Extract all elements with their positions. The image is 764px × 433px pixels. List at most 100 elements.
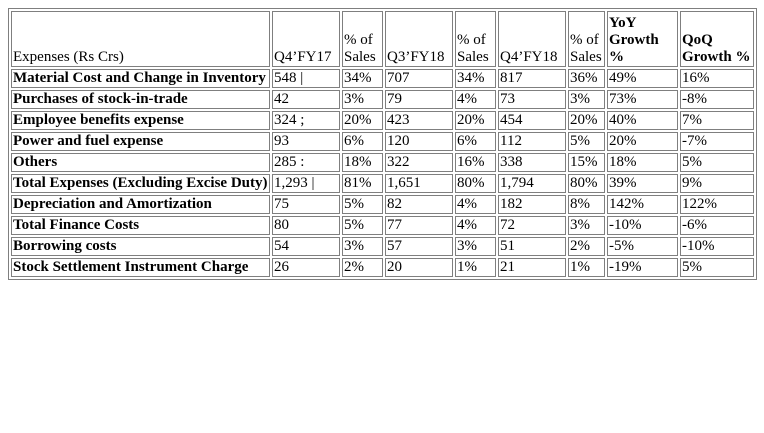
cell-pct-q3fy18: 4% [455,216,496,235]
table-row: Purchases of stock-in-trade 42 3% 79 4% … [11,90,754,109]
cell-pct-q4fy17: 6% [342,132,383,151]
cell-q4fy18: 51 [498,237,566,256]
header-q4fy18: Q4’FY18 [498,11,566,67]
cell-pct-q4fy18: 3% [568,90,605,109]
expenses-table: Expenses (Rs Crs) Q4’FY17 % of Sales Q3’… [8,8,757,280]
cell-pct-q4fy18: 1% [568,258,605,277]
cell-yoy: -5% [607,237,678,256]
cell-yoy: 142% [607,195,678,214]
cell-yoy: 18% [607,153,678,172]
cell-yoy: -10% [607,216,678,235]
table-row: Others 285 : 18% 322 16% 338 15% 18% 5% [11,153,754,172]
header-q3fy18: Q3’FY18 [385,11,453,67]
header-pct-sales-q4fy17: % of Sales [342,11,383,67]
cell-q4fy17: 1,293 | [272,174,340,193]
cell-q3fy18: 82 [385,195,453,214]
cell-qoq: 9% [680,174,754,193]
cell-q4fy17: 42 [272,90,340,109]
cell-pct-q4fy18: 80% [568,174,605,193]
cell-pct-q3fy18: 4% [455,195,496,214]
cell-q4fy17: 75 [272,195,340,214]
cell-pct-q3fy18: 34% [455,69,496,88]
cell-pct-q4fy18: 5% [568,132,605,151]
cell-q4fy18: 817 [498,69,566,88]
cell-q3fy18: 423 [385,111,453,130]
cell-pct-q3fy18: 4% [455,90,496,109]
table-row: Depreciation and Amortization 75 5% 82 4… [11,195,754,214]
cell-q3fy18: 120 [385,132,453,151]
cell-qoq: -10% [680,237,754,256]
cell-yoy: 40% [607,111,678,130]
row-label: Total Expenses (Excluding Excise Duty) [11,174,270,193]
row-label: Total Finance Costs [11,216,270,235]
cell-pct-q4fy17: 5% [342,195,383,214]
row-label: Depreciation and Amortization [11,195,270,214]
cell-q4fy18: 73 [498,90,566,109]
cell-pct-q3fy18: 16% [455,153,496,172]
cell-pct-q4fy17: 3% [342,237,383,256]
cell-qoq: 5% [680,258,754,277]
cell-q4fy17: 26 [272,258,340,277]
cell-pct-q4fy17: 81% [342,174,383,193]
cell-qoq: -8% [680,90,754,109]
cell-pct-q4fy17: 3% [342,90,383,109]
table-row: Total Expenses (Excluding Excise Duty) 1… [11,174,754,193]
table-row: Power and fuel expense 93 6% 120 6% 112 … [11,132,754,151]
cell-q4fy17: 324 ; [272,111,340,130]
cell-q4fy18: 182 [498,195,566,214]
header-row: Expenses (Rs Crs) Q4’FY17 % of Sales Q3’… [11,11,754,67]
cell-q3fy18: 322 [385,153,453,172]
cell-q4fy17: 285 : [272,153,340,172]
cell-q4fy18: 454 [498,111,566,130]
header-q4fy17: Q4’FY17 [272,11,340,67]
table-row: Stock Settlement Instrument Charge 26 2%… [11,258,754,277]
cell-pct-q4fy17: 18% [342,153,383,172]
cell-q4fy18: 338 [498,153,566,172]
cell-q3fy18: 57 [385,237,453,256]
row-label: Power and fuel expense [11,132,270,151]
cell-q3fy18: 20 [385,258,453,277]
cell-pct-q3fy18: 1% [455,258,496,277]
cell-q3fy18: 1,651 [385,174,453,193]
cell-yoy: 73% [607,90,678,109]
table-row: Borrowing costs 54 3% 57 3% 51 2% -5% -1… [11,237,754,256]
cell-q4fy18: 112 [498,132,566,151]
cell-yoy: 49% [607,69,678,88]
cell-qoq: -6% [680,216,754,235]
cell-q4fy18: 1,794 [498,174,566,193]
cell-pct-q4fy18: 2% [568,237,605,256]
header-yoy-growth: YoY Growth % [607,11,678,67]
cell-q4fy17: 93 [272,132,340,151]
table-row: Total Finance Costs 80 5% 77 4% 72 3% -1… [11,216,754,235]
cell-qoq: 5% [680,153,754,172]
table-row: Material Cost and Change in Inventory 54… [11,69,754,88]
cell-pct-q3fy18: 20% [455,111,496,130]
cell-pct-q4fy18: 15% [568,153,605,172]
row-label: Material Cost and Change in Inventory [11,69,270,88]
cell-q4fy18: 72 [498,216,566,235]
cell-pct-q4fy17: 20% [342,111,383,130]
header-pct-sales-q4fy18: % of Sales [568,11,605,67]
cell-pct-q4fy17: 5% [342,216,383,235]
header-expenses: Expenses (Rs Crs) [11,11,270,67]
cell-pct-q4fy18: 8% [568,195,605,214]
header-pct-sales-q3fy18: % of Sales [455,11,496,67]
row-label: Employee benefits expense [11,111,270,130]
cell-yoy: 39% [607,174,678,193]
cell-pct-q3fy18: 6% [455,132,496,151]
cell-yoy: -19% [607,258,678,277]
cell-pct-q4fy18: 36% [568,69,605,88]
cell-pct-q4fy18: 3% [568,216,605,235]
cell-qoq: -7% [680,132,754,151]
cell-q3fy18: 79 [385,90,453,109]
cell-q4fy18: 21 [498,258,566,277]
cell-pct-q4fy17: 34% [342,69,383,88]
cell-pct-q4fy17: 2% [342,258,383,277]
cell-q3fy18: 77 [385,216,453,235]
cell-pct-q4fy18: 20% [568,111,605,130]
cell-qoq: 16% [680,69,754,88]
cell-q4fy17: 548 | [272,69,340,88]
row-label: Others [11,153,270,172]
header-qoq-growth: QoQ Growth % [680,11,754,67]
cell-qoq: 122% [680,195,754,214]
